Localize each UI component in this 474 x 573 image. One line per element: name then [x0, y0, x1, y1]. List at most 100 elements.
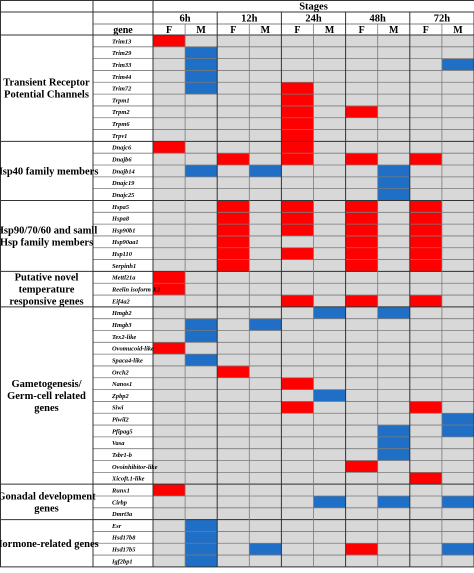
heatmap-cell	[185, 212, 218, 225]
heatmap-cell	[313, 58, 346, 71]
heatmap-cell	[441, 235, 474, 248]
heatmap-cell	[409, 271, 442, 284]
stage-label: 6h	[180, 14, 191, 25]
heatmap-cell	[441, 46, 474, 59]
heatmap-cell	[153, 354, 186, 366]
heatmap-cell	[281, 484, 314, 496]
heatmap-cell	[441, 460, 474, 473]
heatmap-cell	[249, 176, 282, 189]
heatmap-cell	[345, 519, 378, 532]
heatmap-cell	[377, 507, 410, 520]
heatmap-cell	[217, 165, 250, 177]
heatmap-cell	[441, 507, 474, 520]
sex-label: F	[166, 25, 172, 36]
heatmap-cell	[217, 259, 250, 272]
heatmap-cell	[153, 460, 186, 473]
gene-label: Ovoinhibitor-like	[112, 464, 158, 471]
heatmap-cell	[281, 224, 314, 236]
heatmap-cell	[313, 531, 346, 544]
gene-label: Esr	[111, 523, 122, 530]
heatmap-cell	[217, 247, 250, 260]
heatmap-cell	[377, 295, 410, 307]
heatmap-cell	[185, 401, 218, 414]
gene-label: Dmrt3a	[111, 511, 133, 518]
stage-label: 12h	[241, 14, 258, 25]
heatmap-cell	[185, 224, 218, 236]
heatmap-cell	[281, 436, 314, 449]
heatmap-cell	[153, 401, 186, 414]
heatmap-cell	[313, 436, 346, 449]
heatmap-cell	[377, 212, 410, 225]
heatmap-cell	[441, 247, 474, 260]
heatmap-cell	[217, 365, 250, 378]
heatmap-cell	[345, 413, 378, 426]
heatmap-cell	[345, 176, 378, 189]
heatmap-cell	[313, 82, 346, 95]
heatmap-cell	[153, 377, 186, 390]
heatmap-cell	[281, 354, 314, 366]
heatmap-cell	[185, 283, 218, 296]
gene-label: Igf2bp1	[111, 558, 133, 565]
heatmap-cell	[441, 283, 474, 296]
heatmap-cell	[409, 495, 442, 508]
heatmap-cell	[377, 259, 410, 272]
heatmap-cell	[249, 436, 282, 449]
heatmap-cell	[313, 472, 346, 485]
heatmap-cell	[409, 519, 442, 532]
category-label: Potential Channels	[4, 90, 89, 101]
category-label: Hsp40 family members	[0, 166, 98, 177]
heatmap-cell	[377, 484, 410, 496]
heatmap-cell	[185, 129, 218, 142]
heatmap-cell	[249, 295, 282, 307]
heatmap-cell	[409, 117, 442, 130]
heatmap-cell	[217, 413, 250, 426]
heatmap-cell	[345, 82, 378, 95]
heatmap-cell	[409, 318, 442, 331]
heatmap-cell	[249, 188, 282, 201]
heatmap-cell	[345, 495, 378, 508]
heatmap-cell	[409, 555, 442, 567]
heatmap-cell	[249, 484, 282, 496]
heatmap-cell	[441, 188, 474, 201]
heatmap-cell	[409, 354, 442, 366]
heatmap-cell	[281, 495, 314, 508]
gene-label: Orch2	[112, 369, 129, 376]
heatmap-cell	[377, 35, 410, 47]
heatmap-cell	[217, 389, 250, 402]
gene-label: Hspa8	[111, 216, 130, 223]
gene-label: Trpm1	[112, 97, 130, 104]
heatmap-cell	[281, 460, 314, 473]
heatmap-cell	[249, 543, 282, 556]
sex-label: M	[261, 25, 271, 36]
heatmap-cell	[377, 176, 410, 189]
heatmap-cell	[441, 224, 474, 236]
heatmap-cell	[441, 141, 474, 154]
heatmap-cell	[281, 271, 314, 284]
heatmap-cell	[185, 247, 218, 260]
heatmap-cell	[249, 212, 282, 225]
heatmap-cell	[441, 318, 474, 331]
category-label: genes	[34, 503, 59, 514]
gene-label: Cirbp	[112, 499, 127, 506]
gene-label: Vasa	[112, 440, 125, 447]
heatmap-cell	[217, 448, 250, 461]
heatmap-cell	[345, 35, 378, 47]
heatmap-cell	[185, 176, 218, 189]
heatmap-cell	[409, 413, 442, 426]
heatmap-cell	[409, 295, 442, 307]
heatmap-cell	[153, 436, 186, 449]
heatmap-cell	[185, 200, 218, 213]
heatmap-cell	[441, 555, 474, 567]
heatmap-cell	[441, 200, 474, 213]
heatmap-cell	[281, 330, 314, 343]
gene-label: Piwil2	[112, 417, 129, 424]
heatmap-cell	[281, 46, 314, 59]
heatmap-cell	[185, 141, 218, 154]
heatmap-cell	[409, 484, 442, 496]
heatmap-cell	[281, 425, 314, 437]
heatmap-cell	[281, 377, 314, 390]
heatmap-cell	[377, 117, 410, 130]
heatmap-cell	[217, 58, 250, 71]
heatmap-cell	[153, 342, 186, 355]
heatmap-cell	[185, 58, 218, 71]
